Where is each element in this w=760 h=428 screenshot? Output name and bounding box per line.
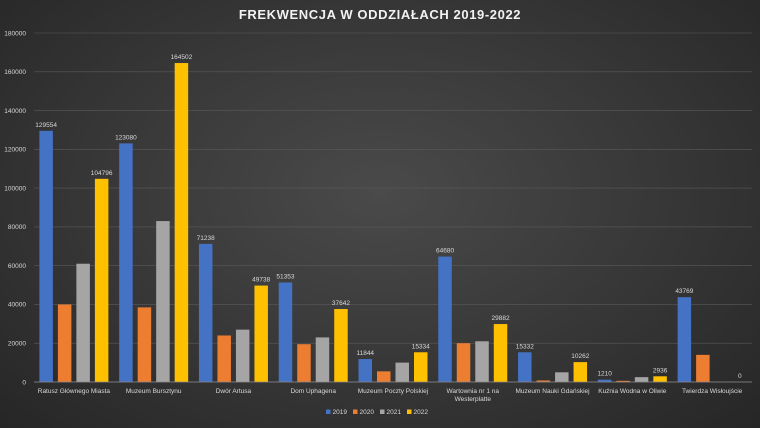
bar-2020 — [57, 304, 72, 382]
bar-2019 — [278, 282, 293, 382]
data-label-2019: 71238 — [197, 235, 215, 242]
legend-swatch-2022 — [407, 409, 412, 414]
bar-2020 — [297, 344, 311, 382]
category-label: Wartownia nr 1 na — [447, 388, 500, 395]
bar-2021 — [156, 221, 170, 382]
legend-label-2021: 2021 — [387, 409, 402, 416]
data-label-2019: 51353 — [276, 273, 294, 280]
bar-2019 — [597, 379, 612, 382]
bar-2019 — [438, 256, 452, 382]
y-tick-label: 180000 — [4, 30, 26, 37]
chart-title: FREKWENCJA W ODDZIAŁACH 2019-2022 — [238, 7, 522, 22]
y-tick-label: 0 — [22, 379, 26, 386]
data-label-2022: 15334 — [412, 343, 430, 350]
data-label-2019: 11844 — [356, 350, 374, 357]
data-label-2019: 15332 — [516, 343, 534, 350]
data-label-2019: 129554 — [35, 122, 57, 129]
data-labels: 129554 123080 71238 51353 11844 64680 15332 121… — [35, 54, 742, 380]
category-label: Kuźnia Wodna w Oliwie — [598, 388, 667, 395]
bar-2022 — [493, 324, 508, 382]
legend-swatch-2020 — [353, 409, 358, 414]
bar-2019 — [198, 243, 213, 382]
bar-2022 — [254, 285, 268, 382]
category-label: Dom Uphagena — [290, 388, 336, 395]
bar-2019 — [677, 297, 692, 382]
bar-2019 — [119, 143, 133, 382]
data-label-2019: 1210 — [597, 371, 612, 378]
bar-2020 — [217, 335, 231, 382]
bar-2022 — [94, 178, 109, 382]
data-label-2022: 49738 — [252, 277, 270, 284]
x-axis: Ratusz Głównego Miasta Muzeum Bursztynu Dw… — [34, 381, 752, 403]
category-label: Twierdza Wisłoujście — [682, 388, 743, 395]
y-axis: 0 20000 40000 60000 80000 100000 120000 140000 1… — [4, 30, 26, 386]
y-tick-label: 40000 — [8, 302, 26, 309]
bar-2019 — [39, 130, 53, 382]
bar-2020 — [137, 307, 152, 382]
data-label-2019: 64680 — [436, 248, 454, 255]
legend-label-2019: 2019 — [333, 409, 348, 416]
data-label-2019: 123080 — [115, 134, 137, 141]
bar-2020 — [616, 380, 630, 382]
bar-2021 — [634, 377, 649, 382]
legend: 2019 2020 2021 2022 — [326, 409, 428, 416]
data-label-2022: 29882 — [491, 315, 509, 322]
y-tick-label: 60000 — [8, 263, 26, 270]
category-label: Ratusz Głównego Miasta — [38, 388, 111, 395]
bar-2022 — [174, 63, 189, 383]
bar-2019 — [518, 352, 532, 382]
bar-series-group — [39, 63, 710, 383]
bar-2020 — [536, 380, 551, 382]
bar-2019 — [358, 359, 372, 382]
data-label-2022: 104796 — [91, 170, 113, 177]
bar-2022 — [653, 376, 667, 382]
bar-2020 — [456, 343, 471, 382]
data-label-2022: 2936 — [653, 367, 668, 374]
data-label-2022: 10262 — [571, 353, 589, 360]
y-tick-label: 100000 — [4, 185, 26, 192]
bar-2022 — [414, 352, 428, 382]
data-label-2019: 43769 — [675, 288, 693, 295]
y-tick-label: 80000 — [8, 224, 26, 231]
category-label: Muzeum Bursztynu — [126, 388, 182, 395]
y-tick-label: 120000 — [4, 147, 26, 154]
legend-swatch-2019 — [326, 409, 331, 414]
y-tick-label: 20000 — [8, 341, 26, 348]
data-label-2022: 164502 — [171, 54, 193, 61]
legend-swatch-2021 — [380, 409, 385, 414]
bar-2021 — [235, 329, 250, 382]
y-tick-label: 140000 — [4, 108, 26, 115]
category-label: Muzeum Poczty Polskiej — [358, 388, 428, 395]
bar-2021 — [76, 263, 90, 382]
category-label: Westerplatte — [455, 396, 492, 403]
bar-2021 — [395, 362, 409, 382]
bar-2020 — [696, 354, 710, 382]
data-label-2022: 0 — [738, 373, 742, 380]
category-label: Muzeum Nauki Gdańskiej — [516, 388, 590, 395]
category-label: Dwór Artusa — [216, 388, 252, 395]
bar-2022 — [573, 362, 588, 382]
legend-label-2020: 2020 — [360, 409, 375, 416]
bar-2021 — [475, 341, 489, 382]
bar-2021 — [315, 337, 330, 382]
y-tick-label: 160000 — [4, 69, 26, 76]
bar-2021 — [555, 372, 569, 382]
bar-2022 — [334, 309, 348, 382]
bar-2020 — [377, 371, 391, 382]
legend-label-2022: 2022 — [414, 409, 429, 416]
data-label-2022: 37642 — [332, 300, 350, 307]
